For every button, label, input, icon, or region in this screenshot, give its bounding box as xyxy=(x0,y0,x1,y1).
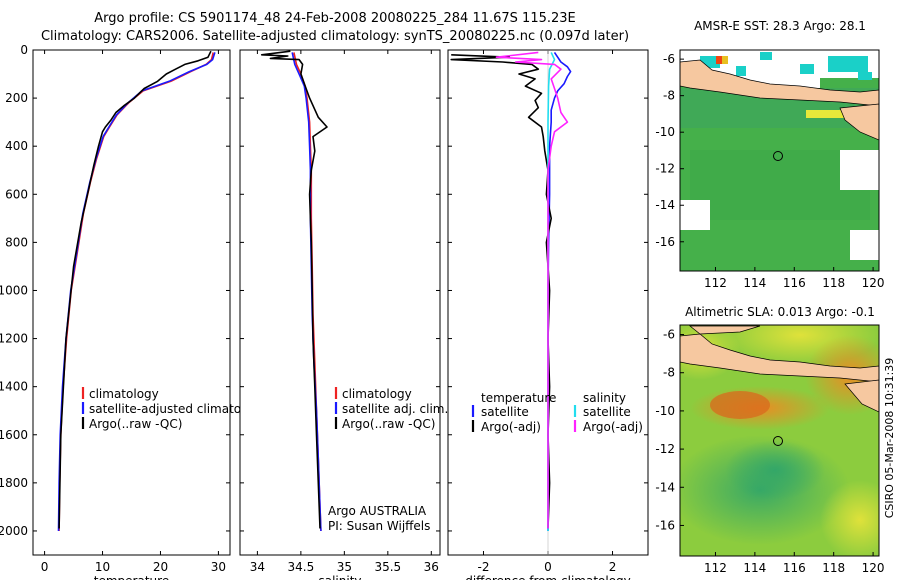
figure-title-line-1: Argo profile: CS 5901174_48 24-Feb-2008 … xyxy=(94,11,576,26)
x-tick-label: 118 xyxy=(822,276,845,290)
sst-hot-pixel xyxy=(722,56,728,64)
series-line-temperature-2 xyxy=(58,50,212,529)
panel-sst-map: AMSR-E SST: 28.3 Argo: 28.1 xyxy=(655,19,884,290)
sst-land-java xyxy=(680,59,879,107)
x-tick-label: 35 xyxy=(337,560,352,574)
y-tick-label: -10 xyxy=(655,125,675,139)
series-line-difference-3 xyxy=(495,51,569,529)
annotation-text: PI: Susan Wijffels xyxy=(328,519,430,533)
sla-yellow-se xyxy=(820,480,879,556)
panel-frame xyxy=(32,49,231,556)
x-tick-label: 114 xyxy=(743,561,766,575)
sla-map-field xyxy=(680,325,879,556)
legend-label: climatology xyxy=(89,387,159,401)
panel-sla-map: Altimetric SLA: 0.013 Argo: -0.1 112 114 1… xyxy=(655,305,885,575)
x-tick-label: 34.5 xyxy=(288,560,315,574)
x-tick-label: -2 xyxy=(477,560,489,574)
x-tick-label: 116 xyxy=(783,561,806,575)
y-tick-label: -12 xyxy=(655,162,675,176)
x-tick-label: 112 xyxy=(704,276,727,290)
y-tick-label: 1600 xyxy=(0,428,28,442)
sst-warm-patch xyxy=(806,110,846,118)
y-tick-label: -14 xyxy=(655,480,675,494)
y-tick-label: -14 xyxy=(655,198,675,212)
sst-map-title: AMSR-E SST: 28.3 Argo: 28.1 xyxy=(694,19,866,33)
y-tick-label: 400 xyxy=(5,139,28,153)
x-tick-label: 0 xyxy=(41,560,49,574)
legend-label: climatology xyxy=(342,387,412,401)
y-tick-label: 0 xyxy=(20,43,28,57)
x-tick-label: 30 xyxy=(211,560,226,574)
y-tick-label: 800 xyxy=(5,235,28,249)
x-tick-label: 36 xyxy=(424,560,439,574)
y-tick-label: 2000 xyxy=(0,524,28,538)
x-tick-label: 114 xyxy=(743,276,766,290)
sst-map-field xyxy=(680,50,879,271)
panel-frame xyxy=(239,49,441,556)
legend-label: satellite-adjusted climatology xyxy=(89,402,267,416)
x-axis-label: difference from climatology xyxy=(465,574,631,580)
sla-land-borneo-edge xyxy=(689,325,761,335)
sst-cool-pixels xyxy=(700,52,872,80)
x-tick-label: 10 xyxy=(95,560,110,574)
y-tick-label: 1800 xyxy=(0,476,28,490)
legend-label: Argo(-adj) xyxy=(583,420,643,434)
x-axis-label: salinity xyxy=(318,574,361,580)
sla-argo-marker xyxy=(773,436,783,446)
y-tick-label: 1400 xyxy=(0,380,28,394)
y-tick-label: 200 xyxy=(5,91,28,105)
sla-map-title: Altimetric SLA: 0.013 Argo: -0.1 xyxy=(685,305,875,319)
sla-orange-core xyxy=(710,391,770,419)
y-tick-label: -8 xyxy=(663,366,675,380)
y-tick-label: 1200 xyxy=(0,332,28,346)
x-tick-label: 120 xyxy=(862,276,885,290)
sst-hot-pixel xyxy=(716,56,722,64)
sst-argo-marker xyxy=(773,151,783,161)
legend-label: satellite xyxy=(481,405,529,419)
y-tick-label: -10 xyxy=(655,404,675,418)
sla-land-lesser-sunda xyxy=(844,379,879,413)
legend-label: Argo(-adj) xyxy=(481,420,541,434)
legend-label: Argo(..raw -QC) xyxy=(342,417,435,431)
y-tick-label: -16 xyxy=(655,235,675,249)
panel-salinity: 34 34.5 35 35.5 36 salinity climatologysatelli… xyxy=(239,49,448,580)
x-tick-label: 2 xyxy=(609,560,617,574)
legend-heading: salinity xyxy=(583,391,626,405)
legend-heading: temperature xyxy=(481,391,556,405)
x-tick-label: 120 xyxy=(862,561,885,575)
legend-label: satellite adj. clim. xyxy=(342,402,448,416)
sst-land-lesser-sunda xyxy=(839,103,879,141)
x-tick-label: 116 xyxy=(783,276,806,290)
x-axis-label: temperature xyxy=(94,574,169,580)
y-tick-label: -6 xyxy=(663,52,675,66)
timestamp-stamp: CSIRO 05-Mar-2008 10:31:39 xyxy=(883,358,896,519)
y-tick-label: 1000 xyxy=(0,283,28,297)
sst-map-frame xyxy=(679,49,880,272)
y-tick-label: -12 xyxy=(655,442,675,456)
panel-temperature: 0 10 20 30 0 200 400 600 800 1000 1200 1400 1600 1800… xyxy=(0,43,267,580)
sla-green-core xyxy=(725,440,825,500)
legend-label: Argo(..raw -QC) xyxy=(89,417,182,431)
x-tick-label: 35.5 xyxy=(374,560,401,574)
y-tick-label: -6 xyxy=(663,328,675,342)
annotation-text: Argo AUSTRALIA xyxy=(328,504,427,518)
x-tick-label: 112 xyxy=(704,561,727,575)
sla-land-java xyxy=(680,333,879,383)
y-tick-label: 600 xyxy=(5,187,28,201)
y-tick-label: -16 xyxy=(655,518,675,532)
figure-title-line-2: Climatology: CARS2006. Satellite-adjuste… xyxy=(40,29,630,44)
legend: temperaturesatelliteArgo(-adj)salinitysa… xyxy=(471,391,643,434)
legend-label: satellite xyxy=(583,405,631,419)
x-tick-label: 20 xyxy=(153,560,168,574)
panel-difference: -2 0 2difference from climatology temperatu… xyxy=(447,49,649,580)
series-line-salinity-2 xyxy=(260,50,328,529)
x-tick-label: 34 xyxy=(250,560,265,574)
x-tick-label: 0 xyxy=(544,560,552,574)
x-tick-label: 118 xyxy=(822,561,845,575)
sla-map-frame xyxy=(679,324,880,557)
y-tick-label: -8 xyxy=(663,89,675,103)
